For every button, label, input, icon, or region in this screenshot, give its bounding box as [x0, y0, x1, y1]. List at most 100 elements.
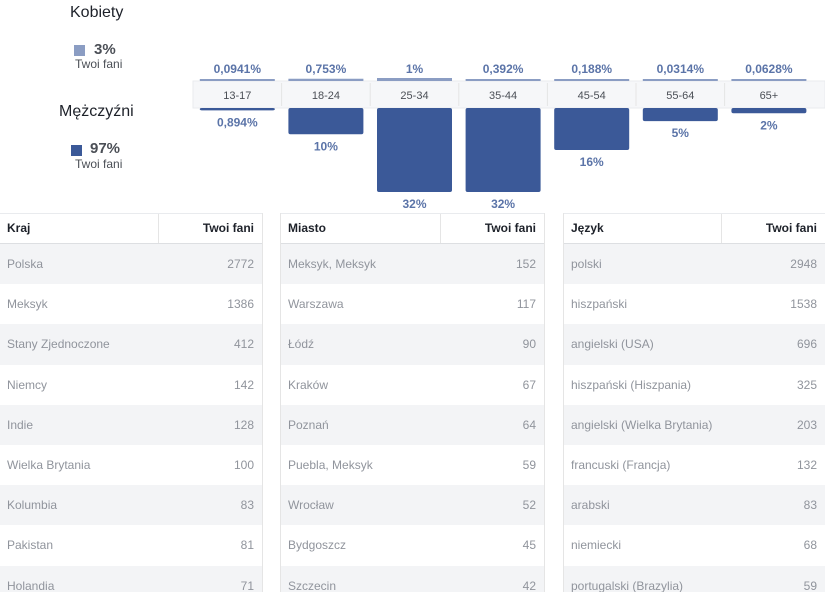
men-swatch [71, 145, 82, 156]
panel-divider [544, 213, 545, 592]
men-value-label: 10% [314, 139, 338, 153]
row-name: arabski [571, 498, 610, 513]
men-bar[interactable] [642, 108, 718, 122]
table-row[interactable]: Holandia 71 [0, 565, 262, 592]
men-bar[interactable] [554, 108, 630, 150]
men-value-label: 16% [580, 155, 604, 169]
row-value: 45 [522, 538, 536, 553]
row-name: hiszpański (Hiszpania) [571, 377, 692, 392]
age-category-label: 25-34 [400, 90, 428, 102]
panel-divider [262, 213, 263, 592]
table-row[interactable]: hiszpański 1538 [564, 284, 825, 324]
row-name: Indie [7, 417, 34, 432]
country-table: Kraj Twoi fani Polska 2772 Meksyk 1386 Stany… [0, 213, 262, 592]
women-title: Kobiety [70, 4, 124, 21]
men-value-label: 5% [672, 126, 690, 140]
women-value-label: 0,0314% [657, 62, 705, 76]
table-row[interactable]: Bydgoszcz 45 [281, 525, 544, 565]
row-value: 83 [240, 498, 254, 513]
table-row[interactable]: Meksyk, Meksyk 152 [281, 244, 544, 285]
table-row[interactable]: Kolumbia 83 [0, 485, 262, 526]
table-row[interactable]: Warszawa 117 [281, 284, 544, 324]
column-header-country[interactable]: Kraj [0, 214, 159, 243]
women-subtitle: Twoi fani [75, 57, 123, 71]
table-row[interactable]: Indie 128 [0, 404, 262, 445]
column-header-fans[interactable]: Twoi fani [765, 221, 817, 235]
women-value-label: 0,0941% [214, 62, 262, 76]
women-bar[interactable] [731, 79, 807, 81]
men-value-label: 32% [402, 197, 426, 211]
table-row[interactable]: Polska 2772 [0, 244, 262, 285]
row-value: 132 [796, 457, 817, 472]
table-header: Miasto Twoi fani [281, 213, 544, 244]
row-name: Meksyk, Meksyk [288, 257, 377, 271]
men-bar[interactable] [465, 108, 541, 192]
row-name: Szczecin [288, 578, 337, 592]
row-name: Meksyk [7, 297, 48, 312]
table-row[interactable]: francuski (Francja) 132 [564, 445, 825, 485]
row-name: Niemcy [7, 377, 48, 392]
table-row[interactable]: Stany Zjednoczone 412 [0, 324, 262, 365]
column-header-city[interactable]: Miasto [281, 214, 441, 243]
women-bar[interactable] [377, 78, 452, 81]
row-value: 100 [233, 457, 254, 472]
table-row[interactable]: Łódź 90 [281, 324, 544, 365]
column-header-fans[interactable]: Twoi fani [484, 221, 536, 235]
men-title: Mężczyźni [59, 103, 134, 120]
table-row[interactable]: angielski (USA) 696 [564, 324, 825, 365]
table-row[interactable]: Meksyk 1386 [0, 284, 262, 324]
women-bar[interactable] [642, 79, 718, 81]
table-row[interactable]: Niemcy 142 [0, 365, 262, 405]
men-bar[interactable] [377, 108, 452, 192]
women-bar[interactable] [199, 79, 275, 81]
women-bar[interactable] [465, 79, 541, 81]
row-name: Stany Zjednoczone [7, 337, 110, 352]
table-header: Kraj Twoi fani [0, 213, 262, 244]
table-row[interactable]: angielski (Wielka Brytania) 203 [564, 404, 825, 445]
table-row[interactable]: portugalski (Brazylia) 59 [564, 565, 825, 592]
men-bar[interactable] [731, 108, 807, 114]
table-row[interactable]: niemiecki 68 [564, 525, 825, 565]
age-band [192, 80, 825, 109]
row-name: polski [571, 257, 602, 271]
table-row[interactable]: Wrocław 52 [281, 485, 544, 526]
women-swatch [74, 45, 85, 56]
table-row[interactable]: Pakistan 81 [0, 525, 262, 565]
table-row[interactable]: hiszpański (Hiszpania) 325 [564, 365, 825, 405]
row-value: 142 [233, 377, 254, 392]
row-value: 2948 [790, 257, 817, 271]
row-value: 325 [796, 377, 817, 392]
row-value: 696 [796, 337, 817, 352]
row-name: Holandia [7, 578, 55, 592]
row-value: 71 [240, 578, 254, 592]
table-rows: Meksyk, Meksyk 152 Warszawa 117 Łódź 90 Kraków… [281, 244, 544, 592]
women-bar[interactable] [554, 79, 630, 81]
men-percent: 97% [90, 140, 121, 157]
women-percent: 3% [94, 41, 116, 58]
row-value: 128 [233, 417, 254, 432]
table-header: Język Twoi fani [564, 213, 825, 244]
table-rows: polski 2948 hiszpański 1538 angielski (USA) 6… [564, 244, 825, 592]
row-value: 67 [522, 377, 536, 392]
row-value: 68 [803, 538, 817, 553]
table-row[interactable]: Puebla, Meksyk 59 [281, 445, 544, 485]
age-category-label: 45-54 [578, 90, 606, 102]
women-value-label: 0,188% [571, 62, 612, 76]
table-row[interactable]: Wielka Brytania 100 [0, 445, 262, 485]
table-row[interactable]: Szczecin 42 [281, 565, 544, 592]
men-bar[interactable] [288, 108, 364, 135]
table-rows: Polska 2772 Meksyk 1386 Stany Zjednoczone 412… [0, 244, 262, 592]
row-name: Wrocław [288, 498, 334, 513]
column-header-language[interactable]: Język [564, 214, 722, 243]
column-header-fans[interactable]: Twoi fani [202, 221, 254, 235]
row-name: angielski (USA) [571, 337, 654, 352]
row-name: angielski (Wielka Brytania) [571, 417, 713, 432]
row-name: Poznań [288, 417, 329, 432]
women-bar[interactable] [288, 78, 364, 81]
men-bar[interactable] [199, 108, 275, 111]
table-row[interactable]: polski 2948 [564, 244, 825, 285]
table-row[interactable]: Poznań 64 [281, 404, 544, 445]
row-name: Warszawa [288, 297, 344, 312]
table-row[interactable]: arabski 83 [564, 485, 825, 526]
table-row[interactable]: Kraków 67 [281, 365, 544, 405]
